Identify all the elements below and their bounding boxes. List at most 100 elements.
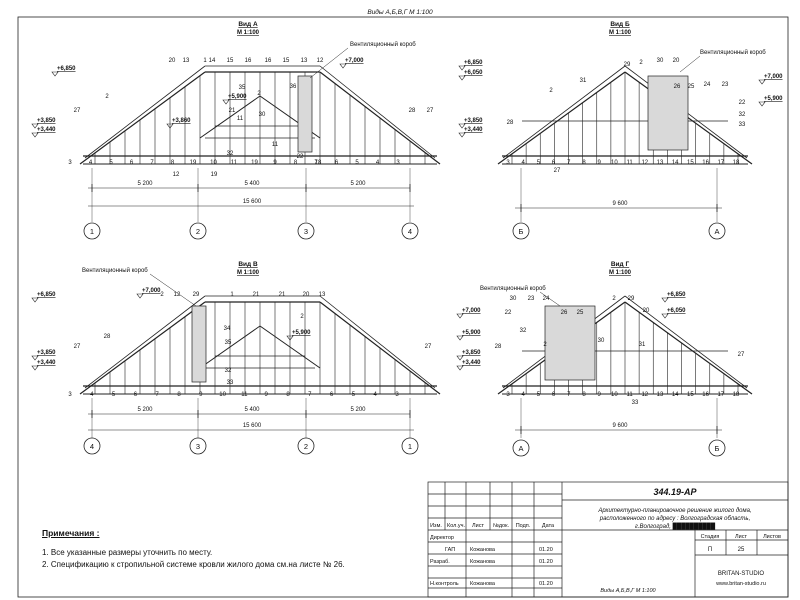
right-slope-outer [319, 295, 436, 389]
view-c-dim-3: 5 200 [350, 407, 366, 413]
level-b-3440: +3,440 [464, 127, 483, 133]
view-b-mark-4: 31 [580, 78, 587, 84]
view-a-bottom-mark-13: 6 [335, 160, 339, 166]
description-line-3: г.Волгоград, ██████████ [635, 522, 716, 530]
view-d-bottom-mark-12: 15 [687, 392, 694, 398]
view-d-bottom-mark-6: 9 [598, 392, 602, 398]
view-a-bottom-mark-14: 5 [355, 160, 359, 166]
view-c-axis-1-circle [401, 437, 419, 455]
view-d-axis-А: А [518, 444, 523, 453]
view-b-bottom-mark-3: 6 [552, 160, 556, 166]
level-b-6850: +6,850 [464, 60, 483, 66]
level-triangle [456, 313, 464, 319]
note-2: 2. Спецификацию к стропильной системе кр… [42, 560, 345, 569]
level-c-3850: +3,850 [37, 350, 56, 356]
role-5-name: Кожанова [470, 581, 496, 587]
level-triangle [456, 355, 464, 361]
level-triangle [31, 297, 39, 303]
view-c-axis-4: 4 [90, 442, 94, 451]
view-a-inner-mark-3: 2 [257, 91, 261, 97]
role-2: ГАП [445, 547, 455, 553]
view-a-bottom-mark-4: 7 [150, 160, 154, 166]
view-d-mark-12: 32 [520, 328, 527, 334]
view-c-dim-1: 5 200 [137, 407, 153, 413]
view-b-scale: М 1:100 [609, 30, 632, 36]
view-c-axis-3-circle [189, 437, 207, 455]
view-c-bottom-mark-2: 5 [112, 392, 116, 398]
view-b-mark-14: 2 [549, 88, 553, 94]
view-b-bottom-mark-4: 7 [567, 160, 571, 166]
view-d-mark-8: 22 [505, 310, 512, 316]
level-triangle [31, 355, 39, 361]
view-b-bottom-mark-6: 9 [598, 160, 602, 166]
view-d-mark-13: 28 [495, 344, 502, 350]
view-d-title: Вид Г [611, 261, 630, 268]
view-c-bottom-mark-12: 6 [330, 392, 334, 398]
view-b-bottom-mark-8: 11 [626, 160, 633, 166]
view-c-bottom-mark-11: 7 [308, 392, 312, 398]
leader [309, 47, 349, 79]
view-c-bottom-mark-8: 11 [241, 392, 248, 398]
view-a-top-mark-3: 14 [209, 58, 216, 64]
view-a-dim-3: 5 200 [350, 181, 366, 187]
level-d-3440: +3,440 [462, 360, 481, 366]
role-3: Разраб. [430, 559, 450, 565]
role-5: Н.контроль [430, 581, 459, 587]
right-slope-outer [319, 65, 436, 159]
view-c-top-mark-7: 13 [319, 292, 326, 298]
view-c-bottom-mark-9: 9 [265, 392, 269, 398]
view-d-mark-15: 33 [632, 400, 639, 406]
level-a-7000: +7,000 [345, 58, 364, 64]
view-c-dim-2: 5 400 [244, 407, 260, 413]
view-c-dim-total: 15 600 [243, 423, 262, 429]
level-a-3850: +3,850 [37, 118, 56, 124]
leader [149, 273, 197, 307]
stage-header: Стадия [701, 534, 720, 540]
level-triangle [661, 297, 669, 303]
role-5-date: 01.20 [539, 581, 553, 587]
view-c-bottom-mark-6: 9 [199, 392, 203, 398]
view-d-mark-5: 20 [643, 308, 650, 314]
view-d-bottom-mark-0: 3 [506, 392, 510, 398]
view-c-inner-mark-0: 28 [104, 334, 111, 340]
view-d-bottom-mark-14: 17 [717, 392, 724, 398]
dormer-left [199, 95, 261, 139]
view-d-scale: М 1:100 [609, 270, 632, 276]
view-a-bottom-mark-16: 3 [396, 160, 400, 166]
view-b-drawing: Вид Б М 1:100 Вентиляционный короб +6,850 +6… [458, 21, 783, 240]
view-b-bottom-mark-12: 15 [687, 160, 694, 166]
level-d-6050: +6,050 [667, 308, 686, 314]
view-c-inner-mark-1: 27 [74, 344, 81, 350]
view-a-inner-mark-4: 36 [290, 84, 297, 90]
view-a-inner-mark-14: 19 [211, 172, 218, 178]
view-b-bottom-mark-2: 5 [537, 160, 541, 166]
level-triangle [458, 75, 466, 81]
view-c-top-mark-0: 2 [160, 292, 164, 298]
right-slope [624, 301, 753, 395]
view-a-top-mark-2: 1 [203, 58, 207, 64]
view-b-bottom-mark-10: 13 [657, 160, 664, 166]
view-a-inner-mark-1: 2 [105, 94, 109, 100]
view-a-axis-4-circle [401, 222, 419, 240]
view-c-bottom-mark-14: 4 [374, 392, 378, 398]
level-c-3440: +3,440 [37, 360, 56, 366]
view-c-inner-mark-7: 27 [425, 344, 432, 350]
view-b-mark-1: 2 [639, 60, 643, 66]
col-ndok: №док. [493, 523, 510, 529]
level-b-5900: +5,900 [764, 96, 783, 102]
view-c-inner-mark-6: 2 [300, 314, 304, 320]
level-a-6850: +6,850 [57, 66, 76, 72]
view-c-bottom-mark-15: 3 [395, 392, 399, 398]
view-a-axis-1: 1 [90, 227, 94, 236]
view-b-mark-5: 26 [674, 84, 681, 90]
level-triangle [31, 132, 39, 138]
view-d-mark-4: 29 [628, 296, 635, 302]
view-b-mark-3: 20 [673, 58, 680, 64]
level-triangle [458, 65, 466, 71]
view-a-axis-3: 3 [304, 227, 308, 236]
view-b-mark-9: 22 [739, 100, 746, 106]
view-a-inner-mark-7: 21 [229, 108, 236, 114]
level-d-7000: +7,000 [462, 308, 481, 314]
view-b-mark-12: 28 [507, 120, 514, 126]
view-a-top-mark-0: 20 [169, 58, 176, 64]
